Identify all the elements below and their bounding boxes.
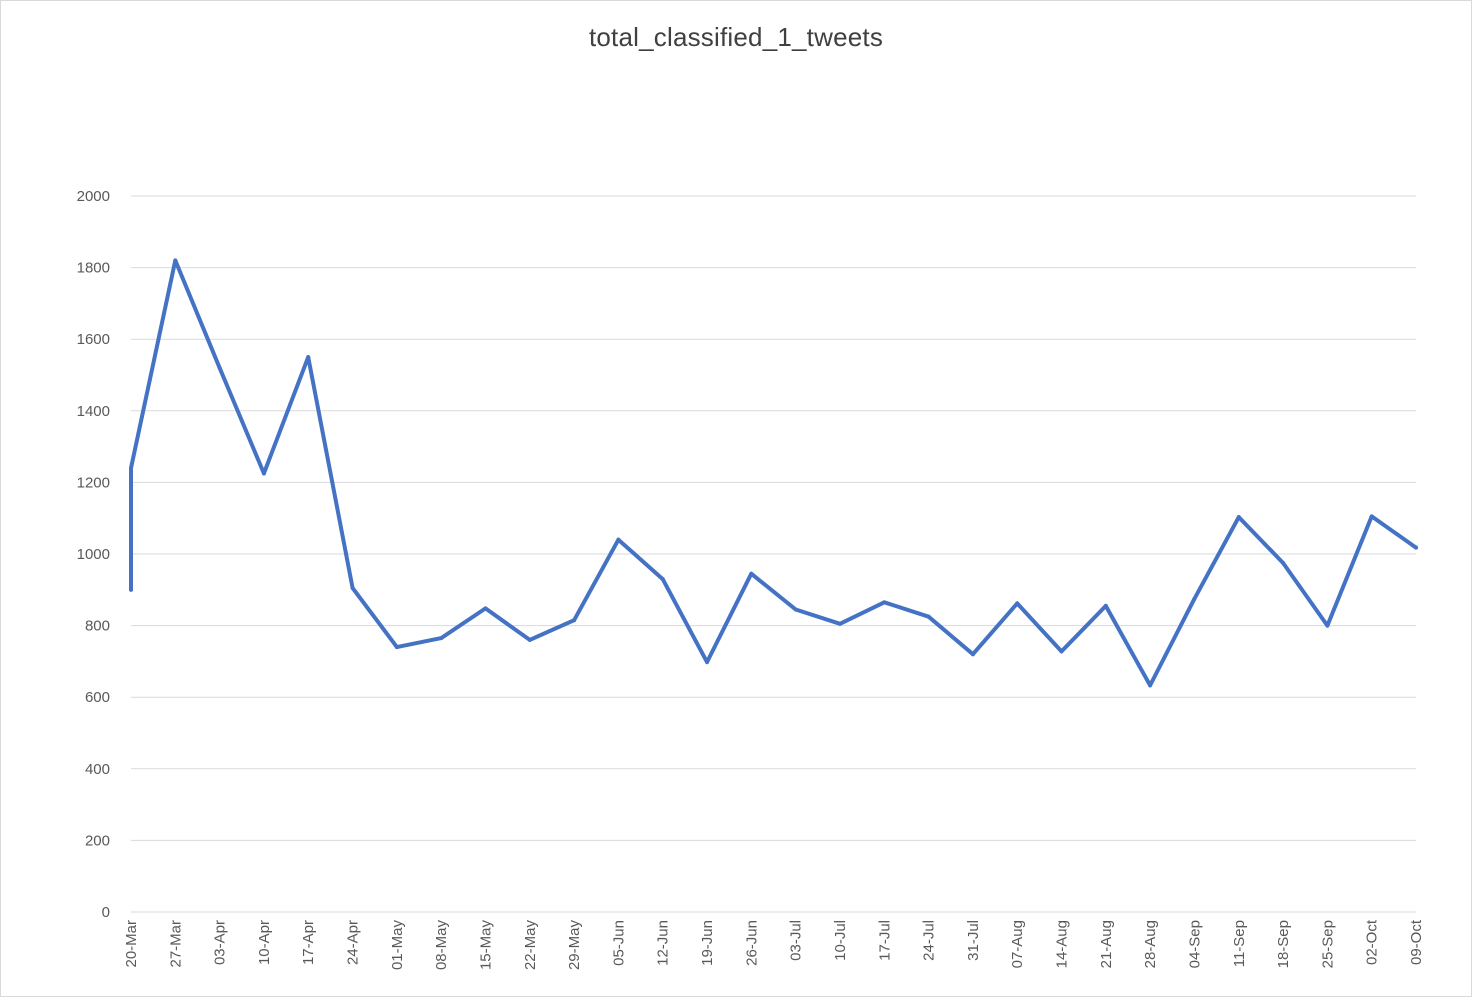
data-point: [572, 618, 577, 623]
x-tick-label: 17-Jul: [876, 920, 893, 961]
x-tick-label: 25-Sep: [1319, 920, 1336, 968]
data-point: [660, 577, 665, 582]
x-tick-label: 11-Sep: [1231, 920, 1248, 967]
data-point: [970, 652, 975, 657]
x-tick-label: 28-Aug: [1142, 920, 1159, 968]
data-point: [350, 586, 355, 591]
x-tick-label: 19-Jun: [699, 920, 716, 966]
data-point: [1281, 560, 1286, 565]
data-point: [439, 636, 444, 641]
x-tick-label: 26-Jun: [743, 920, 760, 966]
data-point: [882, 600, 887, 605]
y-tick-label: 600: [85, 689, 110, 706]
data-point: [793, 607, 798, 612]
x-tick-label: 31-Jul: [965, 920, 982, 961]
y-tick-label: 1200: [77, 474, 110, 491]
data-point: [1414, 545, 1418, 550]
data-point: [1059, 649, 1064, 654]
x-tick-label: 18-Sep: [1275, 920, 1292, 968]
x-tick-label: 04-Sep: [1186, 920, 1203, 968]
data-point: [837, 621, 842, 626]
y-tick-label: 1600: [77, 331, 110, 348]
data-point: [1236, 515, 1241, 520]
chart-title: total_classified_1_tweets: [588, 22, 884, 52]
data-point: [705, 660, 710, 665]
y-tick-label: 0: [102, 904, 110, 921]
data-point: [926, 614, 931, 619]
x-tick-label: 24-Apr: [345, 920, 362, 965]
x-tick-label: 14-Aug: [1054, 920, 1071, 968]
data-point: [129, 587, 133, 592]
x-tick-label: 01-May: [389, 920, 406, 971]
x-tick-label: 22-May: [522, 920, 539, 971]
x-tick-label: 10-Apr: [256, 920, 273, 965]
x-tick-label: 27-Mar: [167, 920, 184, 968]
gridlines: [131, 195, 1416, 841]
y-tick-label: 200: [85, 832, 110, 849]
y-tick-label: 1400: [77, 403, 110, 420]
data-point: [1103, 603, 1108, 608]
data-point: [527, 637, 532, 642]
data-point: [1369, 514, 1374, 519]
data-point: [394, 645, 399, 650]
data-point: [1325, 623, 1330, 628]
series-line: [129, 258, 1418, 688]
data-point: [129, 466, 133, 471]
x-tick-label: 21-Aug: [1098, 920, 1115, 968]
data-point: [1148, 683, 1153, 688]
x-tick-label: 03-Jul: [788, 920, 805, 961]
x-tick-label: 07-Aug: [1009, 920, 1026, 968]
x-tick-label: 29-May: [566, 920, 583, 971]
series-line-group: [129, 258, 1418, 688]
x-tick-label: 10-Jul: [832, 920, 849, 961]
y-tick-label: 1800: [77, 260, 110, 277]
x-tick-label: 17-Apr: [300, 920, 317, 965]
x-tick-label: 20-Mar: [123, 920, 140, 968]
data-point: [1015, 601, 1020, 606]
data-point: [1192, 596, 1197, 601]
data-point: [173, 258, 178, 263]
data-point: [306, 355, 311, 360]
y-axis-tick-labels: 0 200 400 600 800 1000 1200 1400 1600 1800 2000: [77, 188, 110, 921]
data-point: [217, 365, 222, 370]
x-tick-label: 03-Apr: [212, 920, 229, 965]
x-tick-label: 15-May: [477, 920, 494, 971]
data-point: [749, 571, 754, 576]
data-point: [616, 537, 621, 542]
data-point: [261, 471, 266, 476]
x-axis-tick-labels: 20-Mar 27-Mar 03-Apr 10-Apr 17-Apr 24-Apr 01-M…: [123, 919, 1425, 970]
y-tick-label: 800: [85, 618, 110, 635]
x-tick-label: 02-Oct: [1364, 919, 1381, 965]
x-tick-label: 09-Oct: [1408, 919, 1425, 965]
x-tick-label: 08-May: [433, 920, 450, 971]
x-tick-label: 05-Jun: [610, 920, 627, 966]
x-tick-label: 12-Jun: [655, 920, 672, 966]
data-point: [483, 606, 488, 611]
y-tick-label: 2000: [77, 188, 110, 205]
y-tick-label: 400: [85, 761, 110, 778]
y-tick-label: 1000: [77, 546, 110, 563]
x-tick-label: 24-Jul: [921, 920, 938, 961]
